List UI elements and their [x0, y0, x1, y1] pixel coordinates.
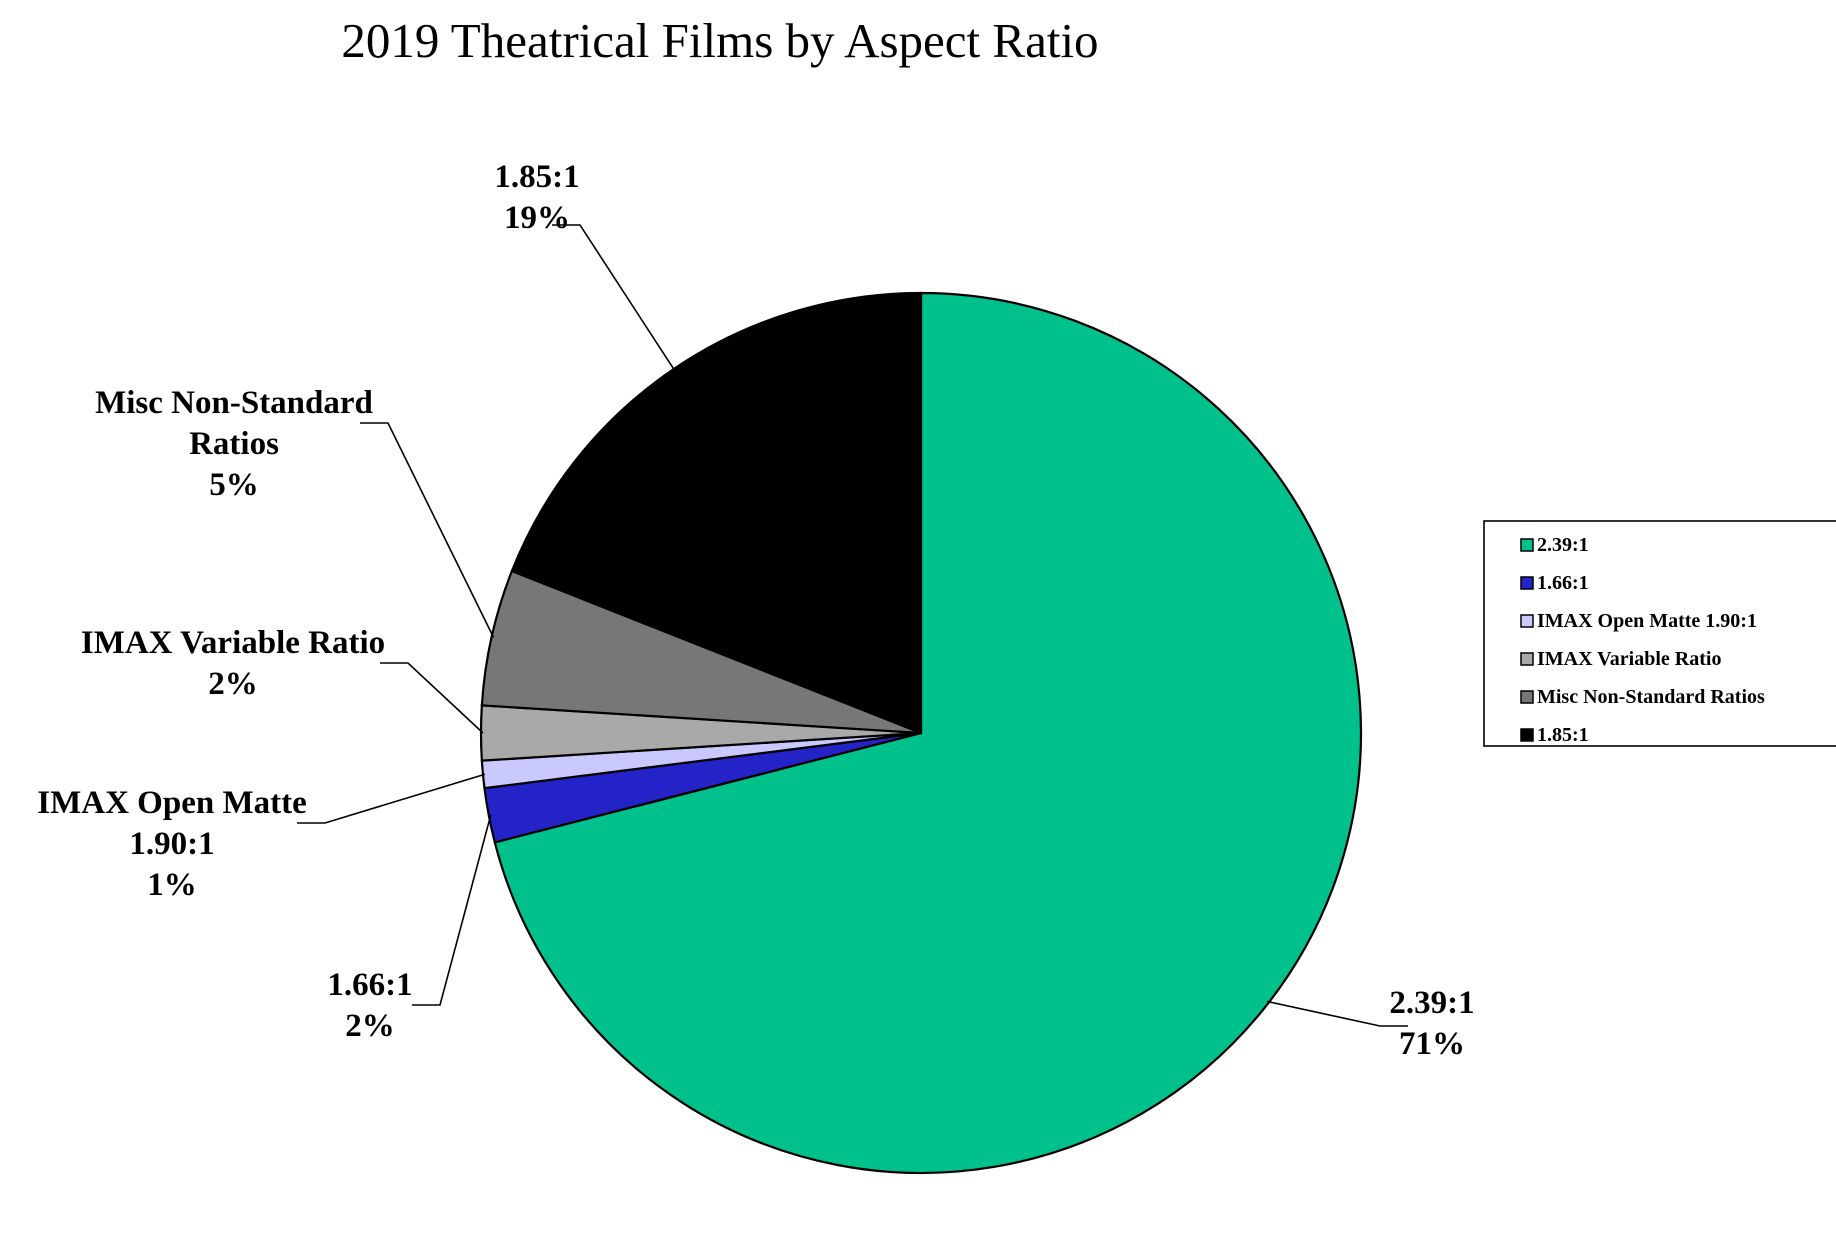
legend-label-imax-variable-ratio: IMAX Variable Ratio — [1537, 648, 1721, 670]
legend: 2.39:1 1.66:1 IMAX Open Matte 1.90:1 IMAX V… — [1483, 520, 1836, 747]
leader-line-1-85-1 — [552, 224, 676, 372]
legend-label-misc-non-standard-ratios: Misc Non-Standard Ratios — [1537, 686, 1765, 708]
legend-swatch-1-85-1 — [1520, 728, 1534, 742]
legend-label-imax-open-matte-1-90-1: IMAX Open Matte 1.90:1 — [1537, 610, 1757, 632]
leader-line-misc-non-standard-ratios — [360, 422, 495, 638]
legend-swatch-misc-non-standard-ratios — [1520, 690, 1534, 704]
slice-label-1-66-1: 1.66:1 2% — [327, 967, 412, 1044]
slice-label-2-39-1: 2.39:1 71% — [1389, 985, 1474, 1062]
slice-labels: 2.39:1 71% 1.66:1 2% IMAX Open Matte 1.90:1 1%… — [37, 159, 1474, 1062]
legend-swatch-imax-variable-ratio — [1520, 652, 1534, 666]
leader-line-1-66-1 — [412, 814, 492, 1006]
legend-box — [1483, 520, 1836, 747]
leader-lines — [297, 224, 1408, 1027]
pie-slices — [479, 291, 1363, 1175]
legend-swatch-imax-open-matte-1-90-1 — [1520, 614, 1534, 628]
slice-label-imax-variable-ratio: IMAX Variable Ratio 2% — [81, 625, 385, 702]
slice-label-misc-non-standard-ratios: Misc Non-Standard Ratios 5% — [95, 385, 373, 503]
slice-label-imax-open-matte-1-90-1: IMAX Open Matte 1.90:1 1% — [37, 785, 306, 903]
legend-swatch-1-66-1 — [1520, 576, 1534, 590]
legend-label-2-39-1: 2.39:1 — [1537, 534, 1589, 556]
leader-line-imax-open-matte-1-90-1 — [297, 773, 486, 824]
leader-line-imax-variable-ratio — [380, 662, 484, 734]
legend-label-1-66-1: 1.66:1 — [1537, 572, 1589, 594]
slice-label-1-85-1: 1.85:1 19% — [494, 159, 579, 236]
chart-title: 2019 Theatrical Films by Aspect Ratio — [341, 13, 1098, 68]
legend-swatch-2-39-1 — [1520, 538, 1534, 552]
legend-label-1-85-1: 1.85:1 — [1537, 724, 1589, 746]
leader-line-2-39-1 — [1266, 1000, 1408, 1027]
pie-slice-2-39-1 — [493, 291, 1363, 1175]
